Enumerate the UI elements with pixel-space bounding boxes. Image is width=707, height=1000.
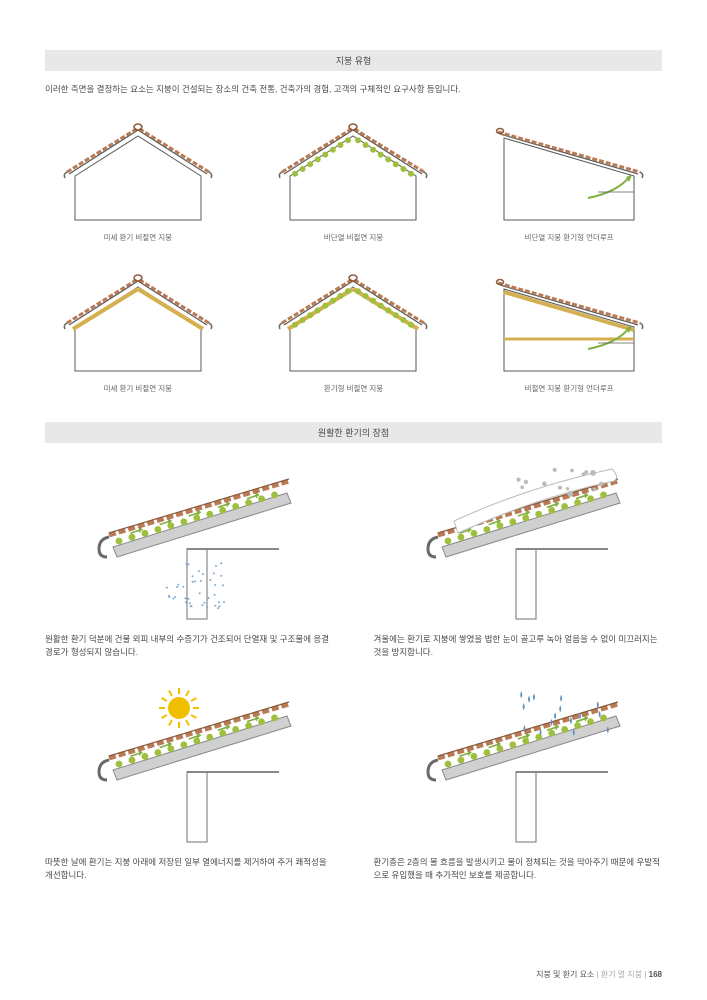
- advantage-text: 환기층은 2층의 물 흐름을 발생시키고 물이 정체되는 것을 막아주기 때문에…: [374, 856, 663, 882]
- advantages-grid: 원활한 환기 덕분에 건물 외피 내부의 수증기가 건조되어 단열재 및 구조물…: [45, 463, 662, 882]
- roof-type-label: 미세 환기 비절연 지붕: [45, 232, 231, 243]
- roof-type-label: 미세 환기 비절연 지붕: [45, 383, 231, 394]
- advantage-cell: 겨울에는 환기로 지붕에 쌓였을 법한 눈이 골고루 녹아 얼음을 수 없이 미…: [374, 463, 663, 659]
- footer-section: 지붕 및 환기 요소: [536, 970, 594, 979]
- advantage-cell: 따뜻한 날에 환기는 지붕 아래에 저장된 일부 열에너지를 제거하여 주거 쾌…: [45, 686, 334, 882]
- roof-type-cell: 비절연 지붕 환기형 언더루프: [476, 267, 662, 394]
- roof-types-grid: 미세 환기 비절연 지붕비단열 비절연 지붕비단열 지붕 환기형 언더루프미세 …: [45, 116, 662, 394]
- roof-type-cell: 비단열 지붕 환기형 언더루프: [476, 116, 662, 243]
- roof-type-cell: 환기형 비절연 지붕: [261, 267, 447, 394]
- roof-type-cell: 비단열 비절연 지붕: [261, 116, 447, 243]
- advantage-cell: 원활한 환기 덕분에 건물 외피 내부의 수증기가 건조되어 단열재 및 구조물…: [45, 463, 334, 659]
- advantage-text: 겨울에는 환기로 지붕에 쌓였을 법한 눈이 골고루 녹아 얼음을 수 없이 미…: [374, 633, 663, 659]
- advantage-text: 따뜻한 날에 환기는 지붕 아래에 저장된 일부 열에너지를 제거하여 주거 쾌…: [45, 856, 334, 882]
- advantage-text: 원활한 환기 덕분에 건물 외피 내부의 수증기가 건조되어 단열재 및 구조물…: [45, 633, 334, 659]
- advantage-cell: 환기층은 2층의 물 흐름을 발생시키고 물이 정체되는 것을 막아주기 때문에…: [374, 686, 663, 882]
- roof-type-label: 비절연 지붕 환기형 언더루프: [476, 383, 662, 394]
- intro-text: 이러한 측면을 결정하는 요소는 지붕이 건설되는 장소의 건축 전통, 건축가…: [45, 83, 662, 96]
- roof-type-label: 비단열 비절연 지붕: [261, 232, 447, 243]
- page-number: 168: [649, 970, 662, 979]
- page-footer: 지붕 및 환기 요소 | 환기 열 지붕 | 168: [536, 969, 662, 980]
- roof-type-cell: 미세 환기 비절연 지붕: [45, 116, 231, 243]
- section-title-roof-types: 지붕 유형: [45, 50, 662, 71]
- section-title-advantages: 원활한 환기의 장점: [45, 422, 662, 443]
- roof-type-label: 환기형 비절연 지붕: [261, 383, 447, 394]
- roof-type-cell: 미세 환기 비절연 지붕: [45, 267, 231, 394]
- roof-type-label: 비단열 지붕 환기형 언더루프: [476, 232, 662, 243]
- footer-subsection: 환기 열 지붕: [601, 970, 642, 979]
